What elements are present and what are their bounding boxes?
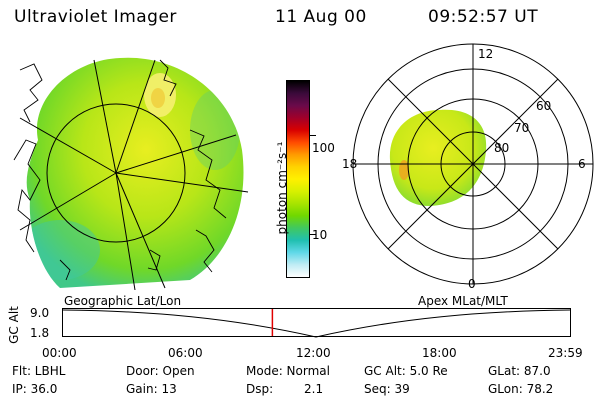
polar-auroral-image (389, 109, 487, 206)
time-tick-4: 23:59 (548, 346, 583, 360)
gc-alt-info: GC Alt: 5.0 Re (364, 364, 448, 378)
mlt-label-12: 12 (478, 47, 493, 61)
mode-info: Mode: Normal (246, 364, 330, 378)
dsp-value: 2.1 (304, 382, 324, 396)
polar-mlat-mlt-plot: 12 18 6 0 60 70 80 (342, 43, 594, 291)
mlt-label-18: 18 (342, 157, 357, 171)
polar-panel-label: Apex MLat/MLT (418, 294, 508, 308)
altitude-plot (62, 308, 571, 338)
time-tick-1: 06:00 (168, 346, 203, 360)
seq-info: Seq: 39 (364, 382, 410, 396)
dsp-label: Dsp: (246, 382, 274, 396)
mlat-label-70: 70 (514, 121, 529, 135)
mlt-label-6: 6 (578, 157, 586, 171)
colorbar-tick-mark-10 (310, 234, 316, 235)
altitude-ytick-top: 9.0 (30, 306, 50, 320)
altitude-ytick-bottom: 1.8 (30, 326, 50, 340)
observation-time: 09:52:57 UT (428, 7, 539, 27)
glon-info: GLon: 78.2 (488, 382, 554, 396)
mlat-label-80: 80 (494, 141, 509, 155)
door-info: Door: Open (126, 364, 195, 378)
observation-date: 11 Aug 00 (275, 7, 367, 27)
altitude-ylabel: GC Alt (7, 306, 21, 344)
geographic-grid (19, 59, 249, 290)
mlat-label-60: 60 (536, 99, 551, 113)
instrument-title: Ultraviolet Imager (14, 7, 177, 27)
geographic-panel-label: Geographic Lat/Lon (64, 294, 182, 308)
colorbar-gradient (287, 81, 309, 277)
coastlines (13, 59, 227, 281)
intensity-colorbar (286, 80, 310, 278)
time-tick-3: 18:00 (422, 346, 457, 360)
ip-info: IP: 36.0 (12, 382, 58, 396)
colorbar-unit-label: photon cm⁻²s⁻¹ (275, 141, 289, 235)
colorbar-tick-10: 10 (312, 228, 328, 242)
glat-info: GLat: 87.0 (488, 364, 551, 378)
geographic-image (13, 57, 249, 290)
colorbar-tick-100: 100 (312, 141, 335, 155)
time-tick-2: 12:00 (296, 346, 331, 360)
mlt-label-0: 0 (468, 277, 476, 291)
filter-info: Flt: LBHL (12, 364, 66, 378)
colorbar-tick-mark-100 (310, 135, 316, 136)
gain-info: Gain: 13 (126, 382, 177, 396)
polar-grid (352, 43, 594, 285)
time-tick-0: 00:00 (42, 346, 77, 360)
auroral-image-disc (26, 57, 244, 288)
altitude-curve (62, 309, 571, 338)
